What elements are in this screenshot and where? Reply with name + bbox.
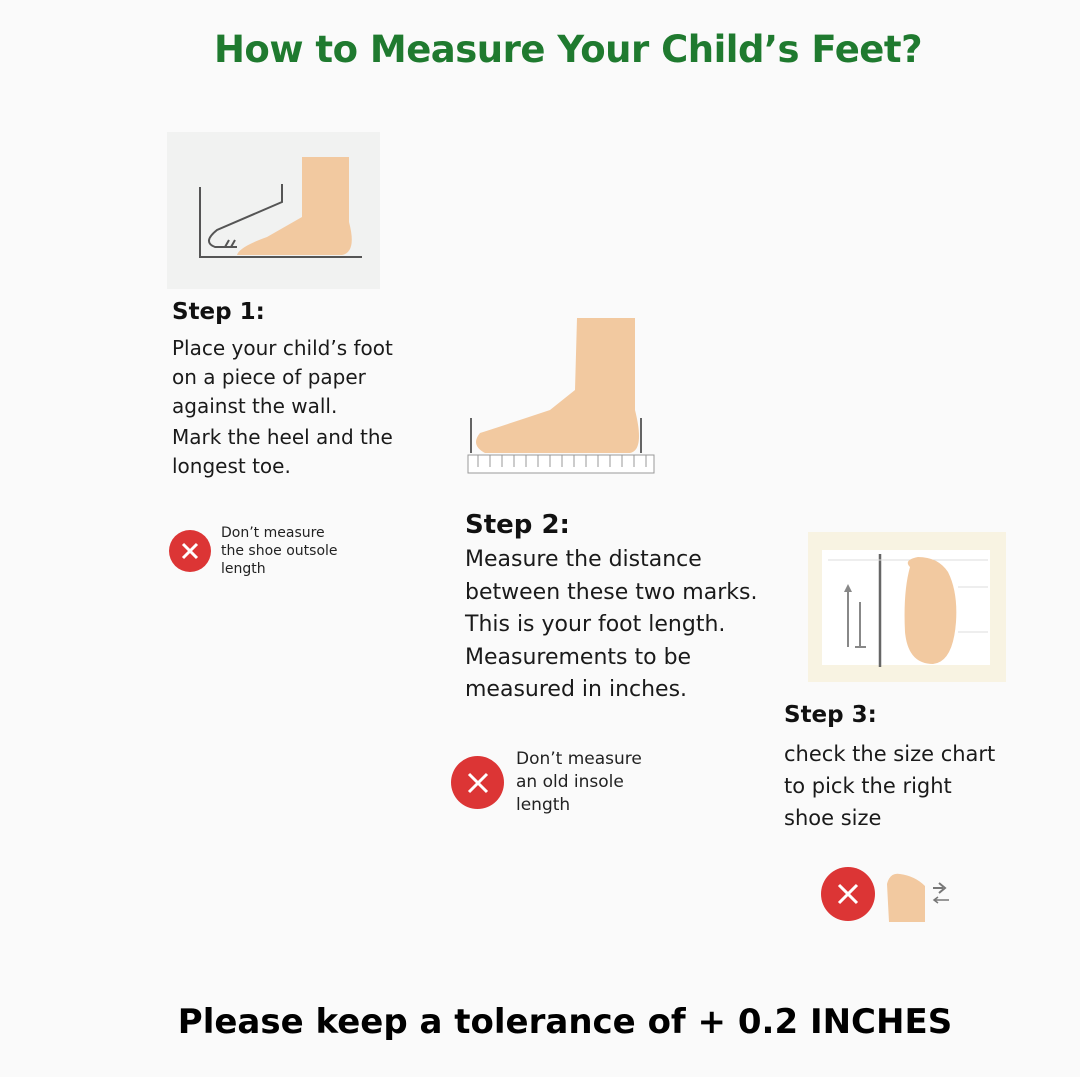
step1-warning: Don’t measure the shoe outsole length (169, 524, 338, 578)
step3-text: check the size chart to pick the right s… (784, 738, 1044, 834)
foot-with-arrows-icon (887, 873, 949, 922)
close-x-icon (169, 530, 211, 572)
text-line: on a piece of paper (172, 365, 366, 389)
text-line: This is your foot length. (465, 612, 726, 637)
step3-warning (821, 864, 955, 924)
text-line: longest toe. (172, 454, 291, 478)
step3-heading: Step 3: (784, 702, 877, 728)
close-x-icon (821, 867, 875, 921)
text-line: shoe size (784, 806, 882, 830)
close-x-icon (451, 756, 504, 809)
step1-illustration (167, 132, 380, 289)
foot-on-ruler-icon (467, 318, 655, 474)
text-line: check the size chart (784, 742, 996, 766)
text-line: between these two marks. (465, 579, 758, 605)
text-line: Measurements to be (465, 644, 692, 670)
warning-line: the shoe outsole (221, 543, 338, 559)
step2-heading: Step 2: (465, 510, 570, 540)
warning-line: Don’t measure (516, 749, 642, 769)
page-title: How to Measure Your Child’s Feet? (213, 28, 923, 71)
warning-line: Don’t measure (221, 525, 325, 541)
text-line: to pick the right (784, 774, 952, 798)
text-line: Place your child’s foot (172, 336, 393, 360)
text-line: Mark the heel and the (172, 425, 393, 449)
warning-line: an old insole (516, 772, 624, 792)
step1-heading: Step 1: (172, 299, 265, 325)
step2-warning: Don’t measure an old insole length (451, 748, 642, 817)
text-line: against the wall. (172, 394, 338, 418)
text-line: Measure the distance (465, 547, 702, 572)
tolerance-note: Please keep a tolerance of + 0.2 INCHES (177, 1002, 953, 1042)
step1-text: Place your child’s foot on a piece of pa… (172, 334, 412, 481)
text-line: measured in inches. (465, 677, 688, 702)
warning-line: length (516, 795, 571, 815)
step2-text: Measure the distance between these two m… (465, 544, 785, 707)
step2-illustration (465, 315, 660, 480)
foot-against-wall-icon (199, 157, 362, 258)
foot-on-size-chart-icon (822, 550, 990, 667)
step3-illustration (808, 532, 1006, 682)
warning-line: length (221, 561, 266, 577)
